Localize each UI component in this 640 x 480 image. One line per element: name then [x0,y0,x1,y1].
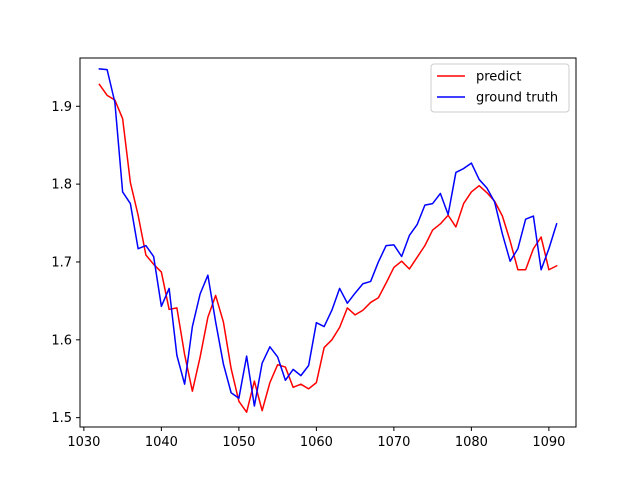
x-tick-label: 1080 [455,435,488,450]
series-line-predict [98,83,558,413]
series-layer [98,68,558,413]
plot-frame [79,57,577,428]
x-tick-label: 1060 [300,435,333,450]
legend: predict ground truth [430,63,570,113]
legend-label-predict: predict [476,70,521,85]
y-tick-label: 1.5 [51,411,72,426]
y-tick-label: 1.6 [51,333,72,348]
y-tick-label: 1.8 [51,178,72,193]
legend-box [430,63,570,113]
x-tick-label: 1090 [532,435,565,450]
series-line-ground-truth [98,68,558,407]
x-tick-label: 1070 [377,435,410,450]
x-tick-label: 1050 [222,435,255,450]
y-tick-label: 1.9 [51,100,72,115]
x-tick-label: 1040 [145,435,178,450]
y-tick-label: 1.7 [51,255,72,270]
y-axis: 1.5 1.6 1.7 1.8 1.9 [51,100,80,426]
x-axis: 1030 1040 1050 1060 1070 1080 1090 [67,427,565,450]
x-tick-label: 1030 [67,435,100,450]
legend-label-ground-truth: ground truth [476,91,558,106]
